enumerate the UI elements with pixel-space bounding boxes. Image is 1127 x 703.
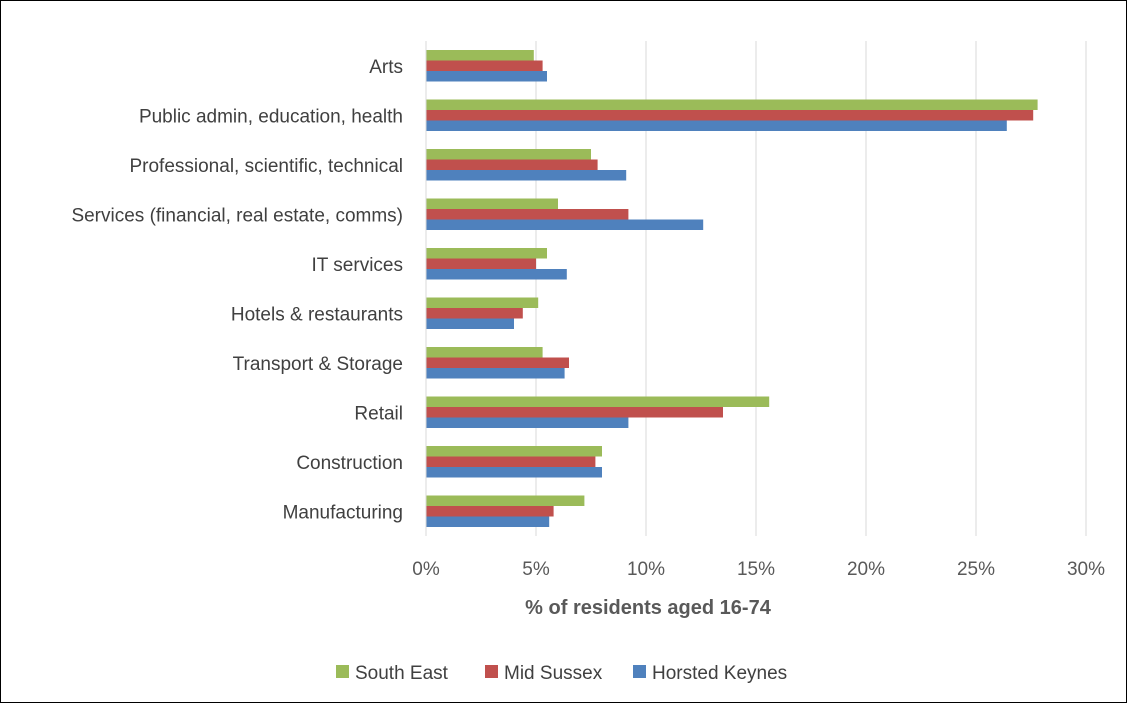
category-labels: Arts Public admin, education, health Profe… [71,57,403,524]
x-tick-label: 25% [957,559,995,580]
bar-south-east [426,396,770,407]
x-tick-label: 20% [847,559,885,580]
bar-mid-sussex [426,110,1034,121]
bar-mid-sussex [426,357,569,368]
bar-horsted-keynes [426,219,704,230]
bar-mid-sussex [426,308,523,319]
bar-south-east [426,248,547,259]
x-tick-labels: 0% 5% 10% 15% 20% 25% 30% [412,559,1105,580]
legend-label: Mid Sussex [504,663,603,684]
bar-mid-sussex [426,506,554,517]
bar-horsted-keynes [426,368,565,379]
bar-mid-sussex [426,209,629,220]
bar-mid-sussex [426,60,543,71]
category-label: Hotels & restaurants [231,304,403,325]
legend-label: Horsted Keynes [652,663,787,684]
bar-horsted-keynes [426,170,627,181]
x-tick-label: 0% [412,559,440,580]
bar-south-east [426,347,543,358]
bars [425,41,1038,536]
category-label: Transport & Storage [233,354,403,375]
bar-mid-sussex [426,456,596,467]
x-tick-label: 5% [522,559,550,580]
bar-mid-sussex [426,258,536,269]
bar-south-east [426,50,534,61]
category-label: Construction [296,453,403,474]
category-label: Public admin, education, health [139,106,403,127]
bar-horsted-keynes [426,269,567,280]
legend-label: South East [355,663,449,684]
bar-south-east [426,99,1038,110]
x-tick-label: 10% [627,559,665,580]
x-tick-label: 30% [1067,559,1105,580]
bar-horsted-keynes [426,417,629,428]
category-label: Services (financial, real estate, comms) [71,205,403,226]
category-label: IT services [311,255,403,276]
bar-south-east [426,446,602,457]
bar-horsted-keynes [426,71,547,82]
bar-horsted-keynes [426,467,602,478]
bar-horsted-keynes [426,318,514,329]
bar-south-east [426,495,585,506]
legend-swatch [633,665,646,678]
bar-mid-sussex [426,407,723,418]
category-label: Manufacturing [283,502,403,523]
x-axis-title: % of residents aged 16-74 [525,597,772,619]
bar-south-east [426,149,591,160]
category-label: Retail [354,403,403,424]
x-tick-label: 15% [737,559,775,580]
bar-south-east [426,198,558,209]
bar-mid-sussex [426,159,598,170]
category-label: Professional, scientific, technical [129,156,403,177]
category-label: Arts [369,57,403,78]
bar-horsted-keynes [426,516,550,527]
legend-swatch [336,665,349,678]
bar-south-east [426,297,539,308]
legend-swatch [485,665,498,678]
bar-horsted-keynes [426,120,1007,131]
legend: South East Mid Sussex Horsted Keynes [336,663,787,684]
